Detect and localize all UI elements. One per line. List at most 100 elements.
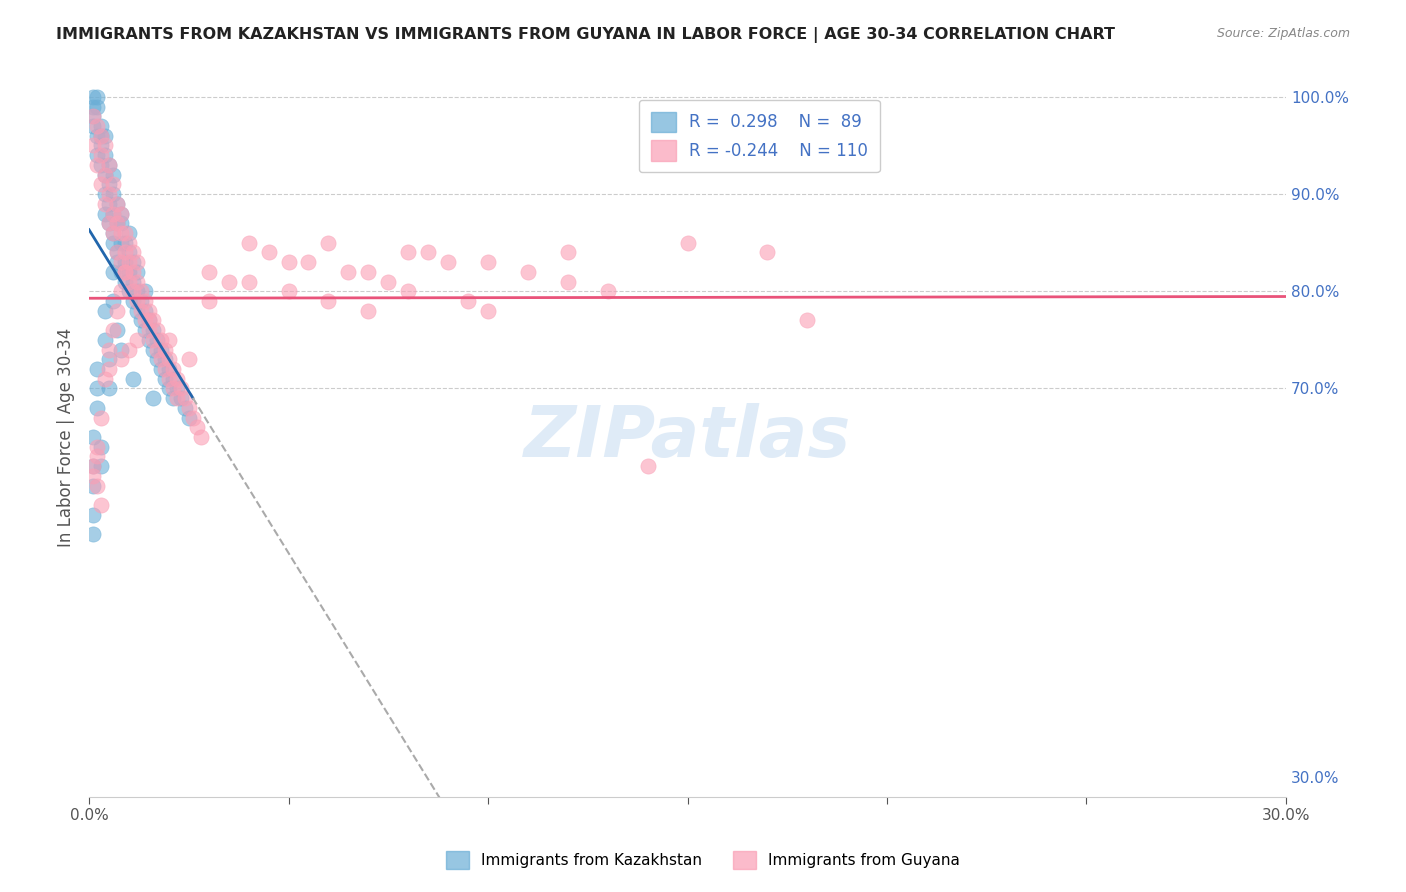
Point [146,343,169,357]
Point [477,303,499,318]
Point [177,401,200,415]
Legend: Immigrants from Kazakhstan, Immigrants from Guyana: Immigrants from Kazakhstan, Immigrants f… [440,845,966,875]
Point [105,216,128,230]
Point [122,255,145,269]
Point [149,362,172,376]
Point [756,245,779,260]
Point [86,401,108,415]
Point [357,303,380,318]
Point [118,285,141,299]
Point [637,459,659,474]
Point [105,245,128,260]
Point [98,343,121,357]
Point [218,275,240,289]
Point [149,333,172,347]
Point [142,323,165,337]
Point [134,285,156,299]
Point [377,275,399,289]
Point [796,313,818,327]
Point [101,323,124,337]
Point [396,285,419,299]
Point [142,343,165,357]
Point [110,235,132,250]
Text: IMMIGRANTS FROM KAZAKHSTAN VS IMMIGRANTS FROM GUYANA IN LABOR FORCE | AGE 30-34 : IMMIGRANTS FROM KAZAKHSTAN VS IMMIGRANTS… [56,27,1115,43]
Point [110,265,132,279]
Point [238,275,260,289]
Point [122,293,145,308]
Point [557,275,579,289]
Point [98,158,121,172]
Point [277,285,299,299]
Point [94,138,117,153]
Point [101,226,124,240]
Point [86,128,108,143]
Point [134,303,156,318]
Y-axis label: In Labor Force | Age 30-34: In Labor Force | Age 30-34 [58,327,75,547]
Point [98,178,121,192]
Point [82,109,104,123]
Point [86,148,108,162]
Point [238,235,260,250]
Point [105,245,128,260]
Point [105,196,128,211]
Point [90,128,112,143]
Point [146,323,169,337]
Point [153,362,176,376]
Point [86,381,108,395]
Point [114,226,136,240]
Point [125,285,148,299]
Point [138,303,160,318]
Point [153,352,176,367]
Point [94,303,117,318]
Point [101,226,124,240]
Point [166,372,188,386]
Point [138,313,160,327]
Point [110,216,132,230]
Point [181,410,204,425]
Point [110,255,132,269]
Point [162,362,184,376]
Point [477,255,499,269]
Point [94,187,117,202]
Point [94,168,117,182]
Point [105,303,128,318]
Point [138,313,160,327]
Point [318,235,340,250]
Point [90,459,112,474]
Point [110,206,132,220]
Point [149,352,172,367]
Point [129,285,152,299]
Point [170,391,193,405]
Point [114,235,136,250]
Point [337,265,360,279]
Point [129,293,152,308]
Point [110,343,132,357]
Point [170,381,193,395]
Point [101,206,124,220]
Point [437,255,460,269]
Point [101,187,124,202]
Point [118,235,141,250]
Point [101,178,124,192]
Point [257,245,280,260]
Point [90,119,112,133]
Point [98,187,121,202]
Point [82,90,104,104]
Point [118,265,141,279]
Point [173,401,195,415]
Point [82,430,104,444]
Point [94,372,117,386]
Point [277,255,299,269]
Point [162,372,184,386]
Point [153,372,176,386]
Point [114,275,136,289]
Point [82,469,104,483]
Point [82,119,104,133]
Point [357,265,380,279]
Point [596,285,619,299]
Point [110,206,132,220]
Point [82,527,104,541]
Point [134,293,156,308]
Point [138,333,160,347]
Point [134,313,156,327]
